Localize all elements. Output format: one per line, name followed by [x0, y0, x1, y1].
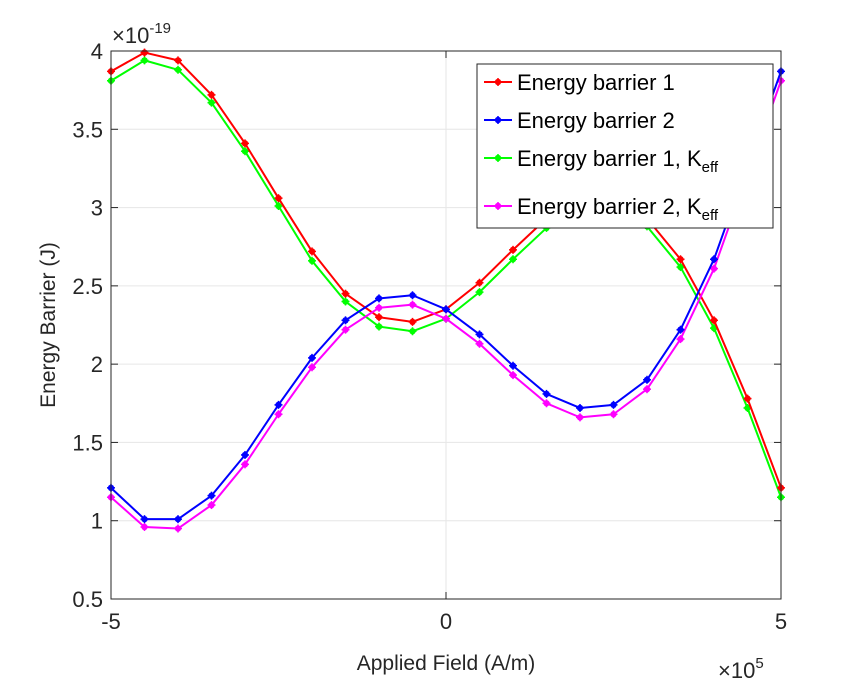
data-point-2-18 — [710, 255, 718, 264]
data-point-1-2 — [174, 56, 182, 65]
data-point-1-12 — [509, 245, 517, 254]
y-tick-label: 2 — [91, 352, 103, 377]
data-point-3-4 — [241, 147, 249, 156]
x-exponent-power: 5 — [755, 655, 763, 672]
data-point-4-4 — [241, 460, 249, 469]
data-point-2-9 — [408, 291, 417, 300]
y-tick-label: 1 — [91, 509, 103, 534]
y-tick-label: 2.5 — [72, 274, 103, 299]
data-point-2-14 — [576, 403, 584, 412]
data-point-legend-4 — [494, 202, 502, 210]
data-point-1-7 — [341, 289, 350, 298]
data-point-3-5 — [274, 202, 283, 211]
data-point-4-12 — [509, 371, 517, 380]
data-point-4-7 — [341, 325, 350, 334]
data-point-2-10 — [442, 305, 450, 314]
data-point-1-8 — [375, 313, 383, 322]
y-axis-label: Energy Barrier (J) — [37, 242, 60, 408]
x-tick-label: 5 — [775, 609, 787, 634]
legend-label: Energy barrier 2 — [517, 108, 675, 133]
data-point-2-13 — [542, 389, 551, 398]
data-point-4-5 — [274, 410, 283, 419]
data-point-3-8 — [375, 322, 383, 331]
data-point-4-16 — [643, 385, 651, 394]
data-point-4-3 — [207, 501, 216, 510]
legend-label: Energy barrier 1, Keff — [517, 146, 719, 176]
y-axis-exponent: ×10-19 — [112, 20, 171, 48]
data-point-2-1 — [140, 515, 149, 524]
data-point-2-7 — [341, 316, 350, 325]
data-point-3-12 — [509, 255, 517, 264]
y-exponent-base: ×10 — [112, 23, 149, 48]
axis-ticks: -5 0 5 0.5 1 1.5 2 2.5 3 3.5 4 — [72, 39, 787, 634]
data-point-1-17 — [676, 255, 685, 264]
data-point-1-5 — [274, 194, 283, 203]
data-point-1-18 — [710, 316, 718, 325]
data-point-3-1 — [140, 56, 149, 65]
data-point-2-12 — [509, 361, 517, 370]
data-point-4-18 — [710, 264, 718, 273]
data-point-1-3 — [207, 90, 216, 99]
data-point-3-7 — [341, 297, 350, 306]
data-point-4-9 — [408, 300, 417, 309]
legend-label: Energy barrier 2, Keff — [517, 194, 719, 224]
legend: Energy barrier 1 Energy barrier 2 Energy b… — [476, 63, 774, 229]
data-point-1-19 — [743, 394, 752, 403]
y-tick-label: 4 — [91, 39, 103, 64]
y-tick-label: 3.5 — [72, 117, 103, 142]
data-point-2-5 — [274, 400, 283, 409]
data-point-1-4 — [241, 139, 249, 148]
data-point-3-2 — [174, 65, 182, 74]
data-point-2-2 — [174, 515, 182, 524]
legend-label: Energy barrier 1 — [517, 70, 675, 95]
y-tick-label: 3 — [91, 196, 103, 221]
data-point-2-6 — [308, 353, 316, 362]
data-point-3-6 — [308, 256, 316, 265]
data-point-legend-3 — [494, 154, 502, 162]
x-tick-label: -5 — [101, 609, 121, 634]
legend-box — [476, 63, 774, 229]
data-point-2-8 — [375, 294, 383, 303]
legend-item-1: Energy barrier 1 — [484, 70, 675, 95]
data-point-4-14 — [576, 413, 584, 422]
data-point-legend-2 — [494, 116, 502, 124]
legend-item-2: Energy barrier 2 — [484, 108, 675, 133]
data-point-4-15 — [609, 410, 618, 419]
data-point-3-17 — [676, 263, 685, 272]
data-point-4-11 — [475, 339, 484, 348]
data-point-4-17 — [676, 335, 685, 344]
data-point-1-11 — [475, 278, 484, 287]
data-point-3-3 — [207, 98, 216, 107]
data-point-4-13 — [542, 399, 551, 408]
y-exponent-power: -19 — [149, 20, 171, 37]
y-tick-label: 0.5 — [72, 587, 103, 612]
x-exponent-base: ×10 — [718, 658, 755, 683]
data-point-2-16 — [643, 375, 651, 384]
data-point-4-8 — [375, 303, 383, 312]
data-point-2-15 — [609, 400, 618, 409]
data-point-1-6 — [308, 247, 316, 256]
data-point-3-11 — [475, 288, 484, 297]
x-axis-label: Applied Field (A/m) — [357, 652, 536, 675]
data-point-1-9 — [408, 317, 417, 326]
y-tick-label: 1.5 — [72, 430, 103, 455]
legend-item-4: Energy barrier 2, Keff — [484, 194, 719, 224]
legend-item-3: Energy barrier 1, Keff — [484, 146, 719, 176]
data-point-4-1 — [140, 522, 149, 531]
data-point-3-9 — [408, 327, 417, 336]
data-point-legend-1 — [494, 78, 502, 86]
data-point-2-17 — [676, 325, 685, 334]
x-axis-exponent: ×105 — [718, 655, 764, 683]
data-point-4-6 — [308, 363, 316, 372]
data-point-2-11 — [475, 330, 484, 339]
data-point-4-10 — [442, 314, 450, 323]
data-point-3-19 — [743, 403, 752, 412]
data-point-2-4 — [241, 450, 249, 459]
x-tick-label: 0 — [440, 609, 452, 634]
data-point-4-2 — [174, 524, 182, 533]
data-point-2-3 — [207, 491, 216, 500]
